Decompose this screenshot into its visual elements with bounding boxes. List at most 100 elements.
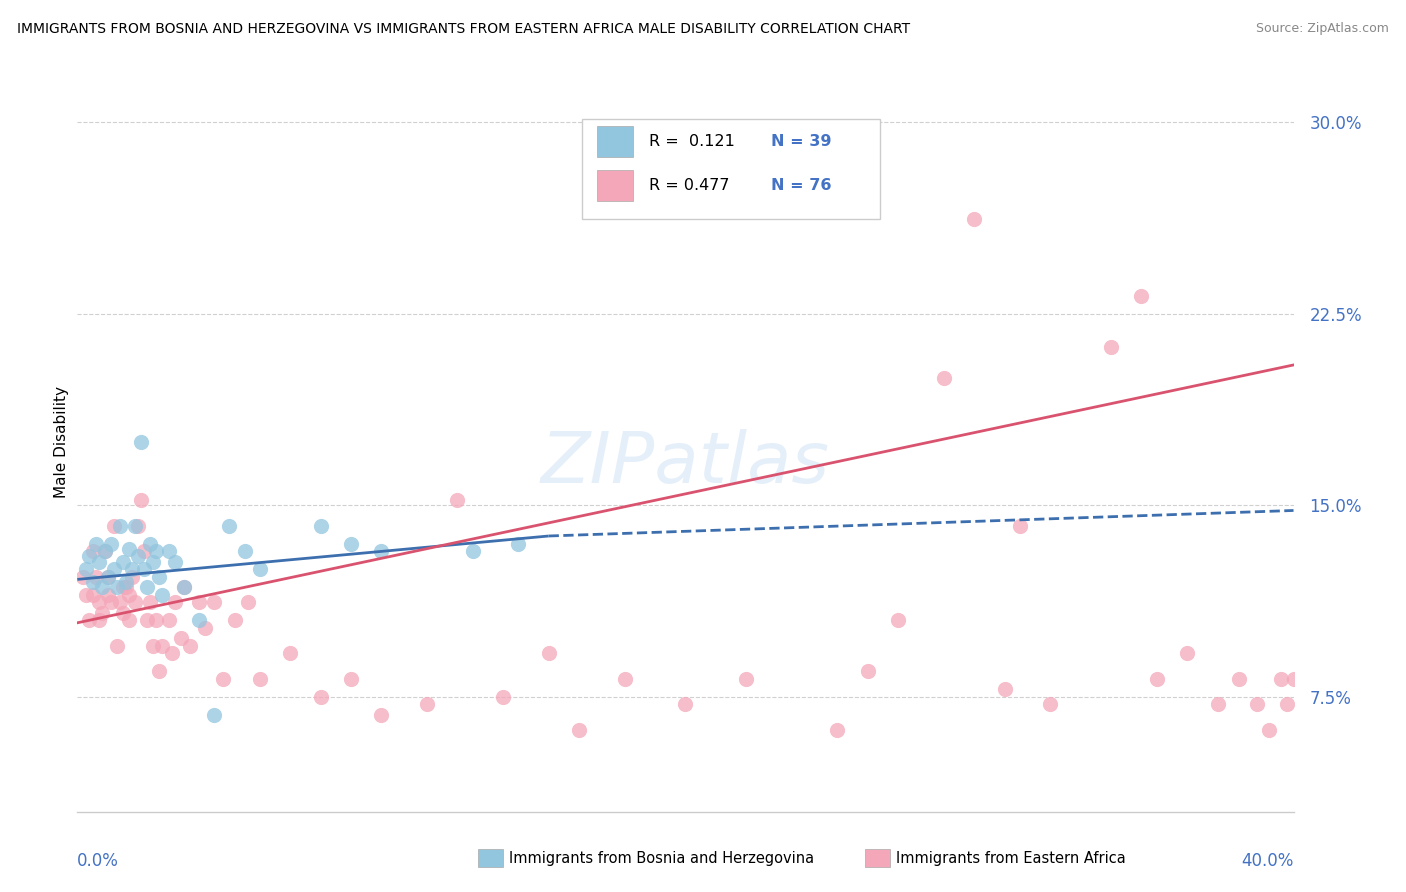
- Point: [111, 580, 134, 594]
- Point: [170, 631, 193, 645]
- Point: [90, 580, 112, 594]
- Point: [173, 580, 195, 594]
- Point: [124, 595, 146, 609]
- Point: [1039, 698, 1062, 712]
- Point: [1146, 672, 1168, 686]
- Text: Immigrants from Eastern Africa: Immigrants from Eastern Africa: [896, 851, 1125, 865]
- Point: [118, 588, 141, 602]
- Point: [1206, 698, 1229, 712]
- Point: [129, 434, 152, 449]
- Point: [90, 606, 112, 620]
- Point: [461, 544, 484, 558]
- Point: [93, 544, 115, 558]
- Point: [127, 518, 149, 533]
- Point: [148, 665, 170, 679]
- Point: [568, 723, 591, 737]
- Point: [508, 536, 530, 550]
- Point: [492, 690, 515, 704]
- Point: [103, 518, 125, 533]
- Text: R = 0.477: R = 0.477: [650, 178, 730, 194]
- Point: [1246, 698, 1268, 712]
- Point: [160, 647, 183, 661]
- Text: 40.0%: 40.0%: [1241, 853, 1294, 871]
- Text: Source: ZipAtlas.com: Source: ZipAtlas.com: [1256, 22, 1389, 36]
- Point: [233, 544, 256, 558]
- Point: [1282, 672, 1305, 686]
- Point: [84, 570, 107, 584]
- Point: [340, 672, 363, 686]
- Point: [188, 595, 211, 609]
- Point: [675, 698, 697, 712]
- Point: [1270, 672, 1292, 686]
- Point: [82, 588, 104, 602]
- Point: [827, 723, 849, 737]
- Point: [202, 595, 225, 609]
- Point: [136, 613, 159, 627]
- Point: [1008, 518, 1031, 533]
- Text: Immigrants from Bosnia and Herzegovina: Immigrants from Bosnia and Herzegovina: [509, 851, 814, 865]
- Point: [446, 493, 468, 508]
- Point: [194, 621, 217, 635]
- Text: 0.0%: 0.0%: [77, 853, 120, 871]
- Point: [416, 698, 439, 712]
- Point: [613, 672, 636, 686]
- Point: [173, 580, 195, 594]
- Text: ZIPatlas: ZIPatlas: [541, 429, 830, 499]
- Point: [129, 493, 152, 508]
- Point: [105, 580, 128, 594]
- Point: [134, 544, 156, 558]
- Point: [236, 595, 259, 609]
- Point: [157, 544, 180, 558]
- Point: [87, 555, 110, 569]
- Point: [142, 639, 165, 653]
- Point: [370, 544, 392, 558]
- Point: [121, 562, 143, 576]
- Point: [108, 518, 131, 533]
- Bar: [596, 170, 633, 202]
- Point: [111, 555, 134, 569]
- Point: [249, 562, 271, 576]
- Point: [75, 588, 97, 602]
- Point: [127, 549, 149, 564]
- Point: [278, 647, 301, 661]
- Point: [79, 549, 101, 564]
- Point: [139, 595, 162, 609]
- Point: [111, 606, 134, 620]
- Point: [72, 570, 94, 584]
- Point: [100, 595, 122, 609]
- Point: [963, 212, 986, 227]
- Point: [1277, 698, 1299, 712]
- Point: [87, 595, 110, 609]
- Point: [139, 536, 162, 550]
- Point: [97, 570, 120, 584]
- Point: [994, 682, 1017, 697]
- Point: [136, 580, 159, 594]
- Text: N = 76: N = 76: [770, 178, 831, 194]
- Point: [887, 613, 910, 627]
- Point: [118, 613, 141, 627]
- Point: [1227, 672, 1250, 686]
- Point: [75, 562, 97, 576]
- Point: [218, 518, 240, 533]
- Point: [82, 574, 104, 589]
- Point: [856, 665, 879, 679]
- Point: [212, 672, 235, 686]
- Point: [202, 707, 225, 722]
- Point: [145, 544, 167, 558]
- Point: [309, 518, 332, 533]
- Point: [79, 613, 101, 627]
- Point: [1258, 723, 1281, 737]
- Point: [118, 541, 141, 556]
- Point: [152, 639, 174, 653]
- Point: [148, 570, 170, 584]
- Point: [124, 518, 146, 533]
- Y-axis label: Male Disability: Male Disability: [53, 385, 69, 498]
- Point: [1130, 289, 1153, 303]
- Point: [84, 536, 107, 550]
- Point: [249, 672, 271, 686]
- Text: R =  0.121: R = 0.121: [650, 135, 735, 150]
- Point: [188, 613, 211, 627]
- Point: [309, 690, 332, 704]
- Point: [105, 639, 128, 653]
- Point: [142, 555, 165, 569]
